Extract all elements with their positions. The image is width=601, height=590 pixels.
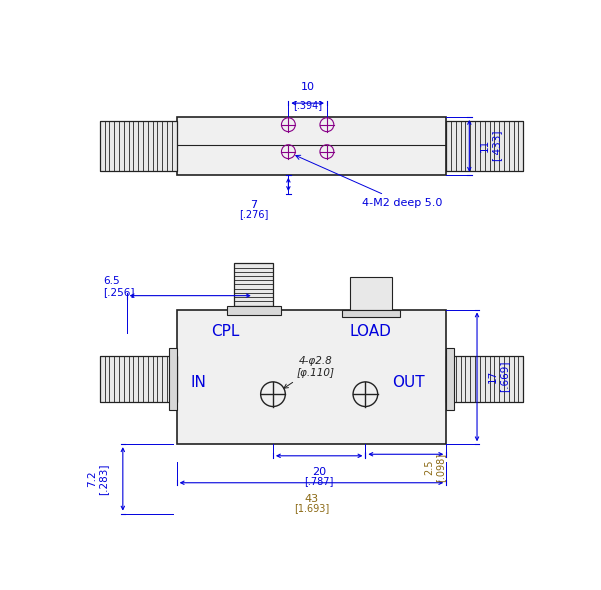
Text: 10: 10 — [300, 83, 315, 93]
Bar — [446, 121, 523, 171]
Text: 7.2
[.283]: 7.2 [.283] — [87, 463, 108, 494]
Bar — [446, 356, 523, 402]
Text: CPL: CPL — [212, 323, 240, 339]
Bar — [100, 121, 177, 171]
Text: 4-φ2.8
[φ.110]: 4-φ2.8 [φ.110] — [284, 356, 334, 388]
Text: [.276]: [.276] — [239, 209, 269, 219]
Bar — [446, 348, 454, 409]
Text: LOAD: LOAD — [350, 323, 392, 339]
Text: 11
[.433]: 11 [.433] — [480, 130, 502, 161]
Bar — [234, 263, 273, 306]
Text: 17
[.669]: 17 [.669] — [488, 360, 510, 392]
Bar — [177, 117, 446, 175]
Bar — [350, 277, 392, 310]
Text: 2.5
[.098]: 2.5 [.098] — [424, 453, 445, 482]
Text: 4-M2 deep 5.0: 4-M2 deep 5.0 — [296, 155, 442, 208]
Bar — [169, 348, 177, 409]
Bar — [177, 310, 446, 444]
Text: [.787]: [.787] — [305, 476, 334, 486]
Bar — [100, 356, 177, 402]
Text: 43: 43 — [305, 494, 319, 504]
Text: OUT: OUT — [392, 375, 425, 390]
Text: IN: IN — [191, 375, 207, 390]
Text: [1.693]: [1.693] — [294, 503, 329, 513]
Bar — [343, 310, 400, 317]
Bar — [227, 306, 281, 315]
Text: 20: 20 — [312, 467, 326, 477]
Text: 6.5
[.256]: 6.5 [.256] — [103, 276, 135, 297]
Text: [.394]: [.394] — [293, 100, 322, 110]
Text: 7: 7 — [250, 200, 257, 210]
